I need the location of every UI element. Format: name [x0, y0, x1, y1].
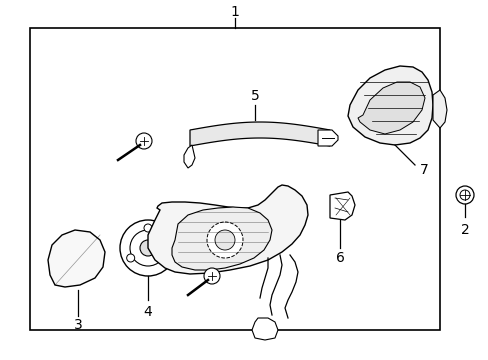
Polygon shape: [432, 90, 446, 128]
Text: 4: 4: [143, 305, 152, 319]
Circle shape: [140, 240, 156, 256]
Circle shape: [459, 190, 469, 200]
Text: 2: 2: [460, 223, 468, 237]
Circle shape: [206, 222, 243, 258]
Text: 1: 1: [230, 5, 239, 19]
Polygon shape: [148, 185, 307, 274]
Text: 3: 3: [74, 318, 82, 332]
Polygon shape: [317, 130, 337, 146]
Polygon shape: [347, 66, 432, 145]
Polygon shape: [183, 145, 195, 168]
Bar: [30, 28, 439, 330]
Polygon shape: [172, 207, 271, 270]
Circle shape: [120, 220, 176, 276]
Circle shape: [215, 230, 235, 250]
Text: 5: 5: [250, 89, 259, 103]
Circle shape: [203, 268, 220, 284]
Circle shape: [161, 254, 169, 262]
Text: 7: 7: [419, 163, 428, 177]
Polygon shape: [357, 82, 424, 134]
Polygon shape: [329, 192, 354, 220]
Polygon shape: [251, 318, 278, 340]
Circle shape: [143, 224, 152, 232]
Polygon shape: [48, 230, 105, 287]
Circle shape: [136, 133, 152, 149]
Polygon shape: [190, 122, 329, 146]
Circle shape: [455, 186, 473, 204]
Circle shape: [130, 230, 165, 266]
Circle shape: [126, 254, 134, 262]
Text: 6: 6: [335, 251, 344, 265]
